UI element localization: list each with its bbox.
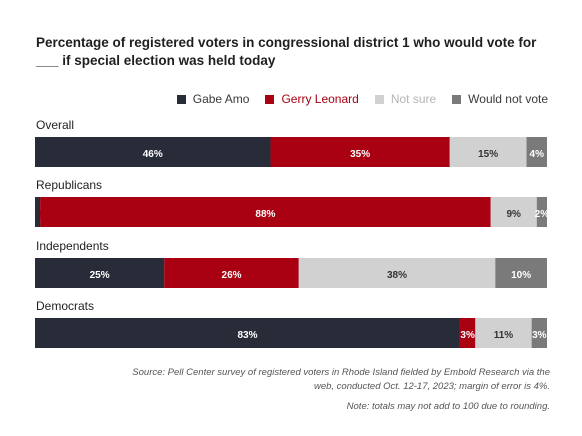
bar-0-0 xyxy=(35,137,271,167)
chart-title: Percentage of registered voters in congr… xyxy=(36,35,537,68)
category-label-0: Overall xyxy=(36,118,74,132)
bar-0-3 xyxy=(526,137,547,167)
data-label-3-2: 11% xyxy=(494,330,514,341)
category-label-1: Republicans xyxy=(36,178,102,192)
data-label-3-3: 3% xyxy=(532,330,547,341)
data-label-0-0: 46% xyxy=(143,149,163,160)
bar-3-3 xyxy=(531,318,547,348)
legend-label-3: Would not vote xyxy=(468,92,548,106)
data-label-2-0: 25% xyxy=(90,270,110,281)
data-label-2-3: 10% xyxy=(511,270,531,281)
bar-1-0 xyxy=(35,197,41,227)
data-label-0-1: 35% xyxy=(350,149,370,160)
legend-item-3: Would not vote xyxy=(452,92,548,106)
legend-label-2: Not sure xyxy=(390,92,437,106)
legend-label-1: Gerry Leonard xyxy=(281,92,359,106)
data-label-0-2: 15% xyxy=(478,149,498,160)
data-label-2-2: 38% xyxy=(387,270,407,281)
source-note: Source: Pell Center survey of registered… xyxy=(132,367,550,392)
bar-2-3 xyxy=(495,258,547,288)
bar-2-0 xyxy=(35,258,165,288)
bar-3-0 xyxy=(35,318,460,348)
data-label-3-1: 3% xyxy=(460,330,475,341)
category-label-3: Democrats xyxy=(36,299,94,313)
data-label-2-1: 26% xyxy=(222,270,242,281)
bar-1-2 xyxy=(490,197,537,227)
bar-3-1 xyxy=(459,318,476,348)
legend-item-0: Gabe Amo xyxy=(176,92,250,106)
bar-2-2 xyxy=(298,258,496,288)
legend-swatch-2 xyxy=(374,94,384,104)
legend-item-2: Not sure xyxy=(374,92,437,106)
category-label-2: Independents xyxy=(36,239,109,253)
legend-swatch-1 xyxy=(265,94,275,104)
data-label-3-0: 83% xyxy=(237,330,257,341)
bar-3-2 xyxy=(475,318,532,348)
data-label-0-3: 4% xyxy=(530,149,545,160)
legend-swatch-3 xyxy=(452,94,462,104)
legend-label-0: Gabe Amo xyxy=(192,92,250,106)
legend-swatch-0 xyxy=(176,94,186,104)
bar-0-2 xyxy=(449,137,527,167)
data-label-1-3: 2% xyxy=(535,209,550,220)
bar-1-3 xyxy=(536,197,547,227)
data-label-1-1: 88% xyxy=(255,209,275,220)
legend-item-1: Gerry Leonard xyxy=(265,92,359,106)
bar-1-1 xyxy=(40,197,491,227)
bar-2-1 xyxy=(164,258,299,288)
bar-0-1 xyxy=(270,137,450,167)
legend: Gabe Amo Gerry Leonard Not sure Would not v… xyxy=(161,92,548,106)
data-label-1-2: 9% xyxy=(506,209,521,220)
rounding-note: Note: totals may not add to 100 due to r… xyxy=(346,401,550,412)
